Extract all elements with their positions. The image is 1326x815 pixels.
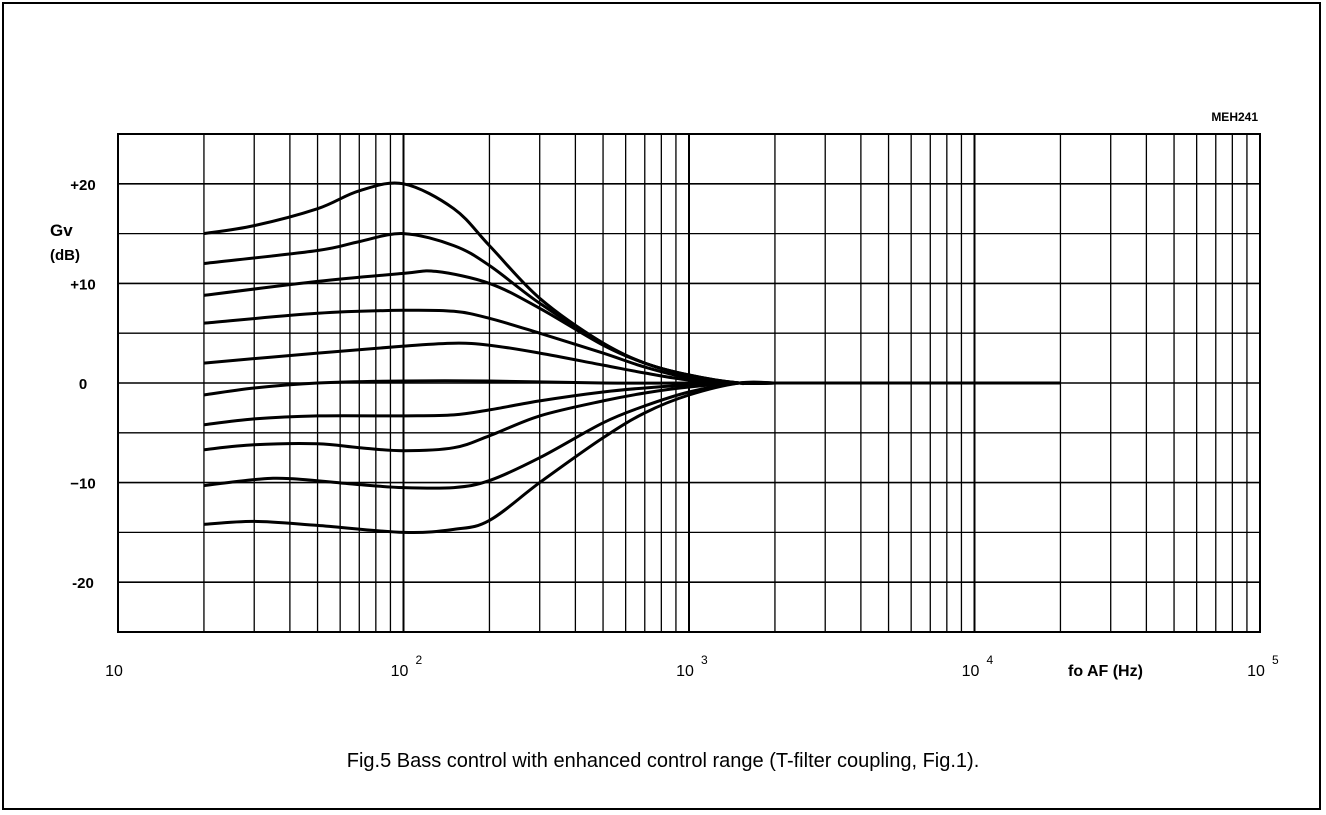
series-line-6 xyxy=(203,379,775,397)
x-tick-exponent: 2 xyxy=(416,653,423,667)
series-line-7 xyxy=(203,381,775,427)
series-line-9 xyxy=(203,380,775,490)
y-tick-labels: +20 +10 0 −10 -20 xyxy=(70,177,95,592)
y-tick-label: −10 xyxy=(70,476,95,493)
y-axis-unit: (dB) xyxy=(50,247,80,264)
series-line-5 xyxy=(203,341,775,385)
y-tick-label: 0 xyxy=(79,376,87,393)
x-tick-exponent: 4 xyxy=(987,653,994,667)
y-tick-label: +20 xyxy=(70,177,95,194)
x-tick-labels: 10 10 2 10 3 10 4 10 5 xyxy=(105,653,1279,680)
figure-caption: Fig.5 Bass control with enhanced control… xyxy=(346,750,980,772)
x-tick-label: 10 xyxy=(962,663,980,680)
figure-code: MEH241 xyxy=(1211,110,1258,124)
series-line-3 xyxy=(203,269,775,386)
x-tick-label: 10 xyxy=(105,663,123,680)
x-tick-exponent: 5 xyxy=(1272,653,1279,667)
series-line-10 xyxy=(203,380,775,535)
series-line-8 xyxy=(203,381,775,453)
y-axis-label: Gv xyxy=(50,221,73,240)
x-tick-label: 10 xyxy=(391,663,409,680)
x-tick-label: 10 xyxy=(1247,663,1265,680)
chart-series xyxy=(203,181,1061,535)
y-tick-label: -20 xyxy=(72,575,94,592)
x-tick-exponent: 3 xyxy=(701,653,708,667)
series-line-4 xyxy=(203,308,775,385)
chart-grid xyxy=(117,133,1261,633)
y-tick-label: +10 xyxy=(70,276,95,293)
x-axis-label: fo AF (Hz) xyxy=(1068,663,1143,680)
x-tick-label: 10 xyxy=(676,663,694,680)
